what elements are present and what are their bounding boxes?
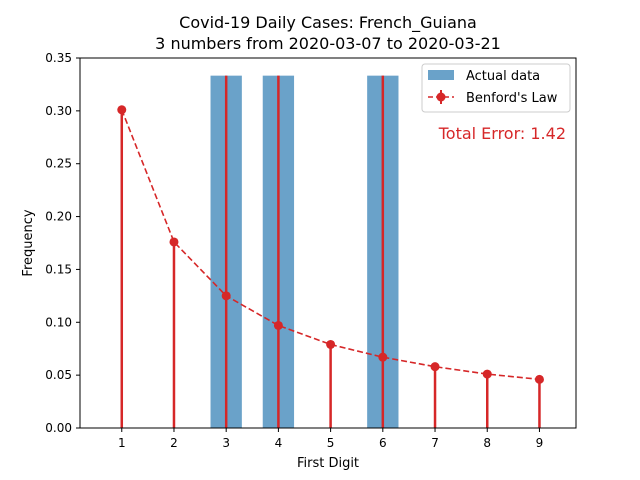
- legend: Actual data Benford's Law: [421, 63, 571, 113]
- legend-swatch-actual: [428, 70, 454, 80]
- plot-area: 1 2 3 4 5 6 7 8 9 0.00 0.05 0.10 0.15 0.20 0.25 0.30 0.3…: [45, 51, 544, 450]
- benford-point-2: [169, 237, 179, 247]
- legend-box: [421, 63, 571, 113]
- benford-point-3: [221, 291, 231, 301]
- x-tick-label-8: 8: [483, 436, 491, 450]
- legend-marker-benford: [436, 92, 446, 102]
- chart-title-line1: Covid-19 Daily Cases: French_Guiana: [179, 13, 477, 33]
- x-tick-label-9: 9: [536, 436, 544, 450]
- x-tick-label-4: 4: [275, 436, 283, 450]
- chart-title-line2: 3 numbers from 2020-03-07 to 2020-03-21: [155, 34, 501, 53]
- total-error-annotation: Total Error: 1.42: [438, 124, 566, 143]
- benford-point-6: [378, 352, 388, 362]
- benford-point-5: [326, 339, 336, 349]
- y-tick-label-1: 0.05: [45, 368, 72, 382]
- x-axis-label: First Digit: [297, 456, 359, 471]
- x-tick-label-6: 6: [379, 436, 387, 450]
- x-tick-label-3: 3: [222, 436, 230, 450]
- y-tick-label-3: 0.15: [45, 262, 72, 276]
- y-tick-label-2: 0.10: [45, 315, 72, 329]
- benford-point-8: [482, 369, 492, 379]
- y-tick-label-0: 0.00: [45, 421, 72, 435]
- y-tick-label-5: 0.25: [45, 157, 72, 171]
- benford-point-9: [534, 374, 544, 384]
- benford-line: [121, 109, 540, 381]
- benford-point-7: [430, 362, 440, 372]
- benford-point-1: [117, 105, 127, 115]
- axes-frame: [79, 57, 577, 429]
- x-tick-label-7: 7: [431, 436, 439, 450]
- legend-label-actual: Actual data: [466, 69, 540, 84]
- x-tick-label-2: 2: [170, 436, 178, 450]
- benford-point-4: [273, 320, 283, 330]
- y-tick-label-7: 0.35: [45, 51, 72, 65]
- x-tick-label-5: 5: [327, 436, 335, 450]
- y-tick-label-6: 0.30: [45, 104, 72, 118]
- legend-label-benford: Benford's Law: [466, 91, 558, 106]
- y-tick-label-4: 0.20: [45, 210, 72, 224]
- y-axis-label: Frequency: [21, 209, 36, 276]
- x-tick-label-1: 1: [118, 436, 126, 450]
